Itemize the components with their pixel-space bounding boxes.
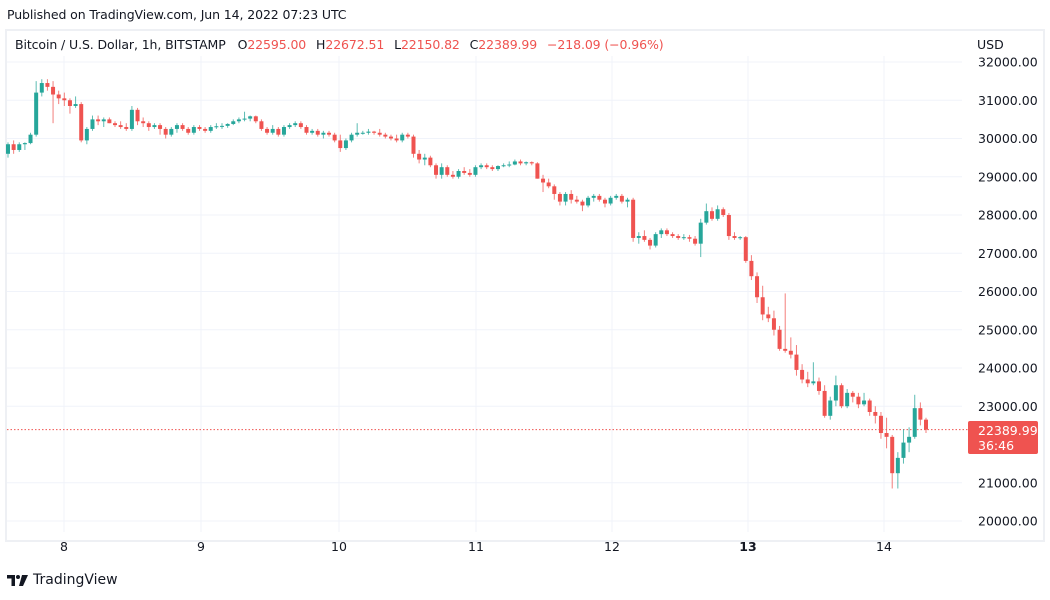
price-tick-label: 32000.00 <box>978 55 1038 70</box>
tradingview-brand[interactable]: TradingView <box>7 572 118 588</box>
time-tick-label: 8 <box>60 539 68 554</box>
price-tick-label: 27000.00 <box>978 246 1038 261</box>
price-tick-label: 23000.00 <box>978 399 1038 414</box>
time-tick-label: 13 <box>739 539 756 554</box>
high-value: 22672.51 <box>325 37 385 52</box>
change-value: −218.09 (−0.96%) <box>547 37 664 52</box>
last-price-value: 22389.99 <box>978 423 1038 438</box>
price-axis[interactable]: 20000.00 21000.00 23000.00 24000.00 25000.00… <box>978 55 1038 529</box>
last-price-tag: 22389.99 36:46 <box>968 421 1038 454</box>
brand-name: TradingView <box>33 572 118 588</box>
symbol-legend: Bitcoin / U.S. Dollar, 1h, BITSTAMP O225… <box>15 37 664 52</box>
low-label: L <box>394 37 401 52</box>
high-label: H <box>316 37 326 52</box>
price-tick-label: 26000.00 <box>978 284 1038 299</box>
open-label: O <box>237 37 248 52</box>
candles <box>6 79 928 489</box>
currency-unit: USD <box>977 37 1004 52</box>
time-tick-label: 11 <box>468 539 484 554</box>
time-tick-label: 14 <box>876 539 892 554</box>
time-axis[interactable]: 8 9 10 11 12 13 14 <box>60 539 892 554</box>
tradingview-logo-icon <box>7 574 28 586</box>
price-tick-label: 31000.00 <box>978 93 1038 108</box>
close-value: 22389.99 <box>478 37 538 52</box>
symbol-title: Bitcoin / U.S. Dollar, 1h, BITSTAMP <box>15 37 226 52</box>
time-tick-label: 10 <box>331 539 347 554</box>
price-tick-label: 24000.00 <box>978 361 1038 376</box>
time-tick-label: 9 <box>197 539 205 554</box>
open-value: 22595.00 <box>247 37 307 52</box>
low-value: 22150.82 <box>400 37 460 52</box>
price-tick-label: 29000.00 <box>978 169 1038 184</box>
price-tick-label: 30000.00 <box>978 131 1038 146</box>
time-tick-label: 12 <box>604 539 620 554</box>
grid-lines <box>7 56 962 532</box>
bar-countdown: 36:46 <box>978 438 1015 453</box>
price-tick-label: 25000.00 <box>978 322 1038 337</box>
price-tick-label: 20000.00 <box>978 514 1038 529</box>
price-tick-label: 21000.00 <box>978 475 1038 490</box>
published-caption: Published on TradingView.com, Jun 14, 20… <box>7 7 347 22</box>
price-tick-label: 28000.00 <box>978 208 1038 223</box>
close-label: C <box>469 37 479 52</box>
chart-frame <box>5 29 1045 542</box>
